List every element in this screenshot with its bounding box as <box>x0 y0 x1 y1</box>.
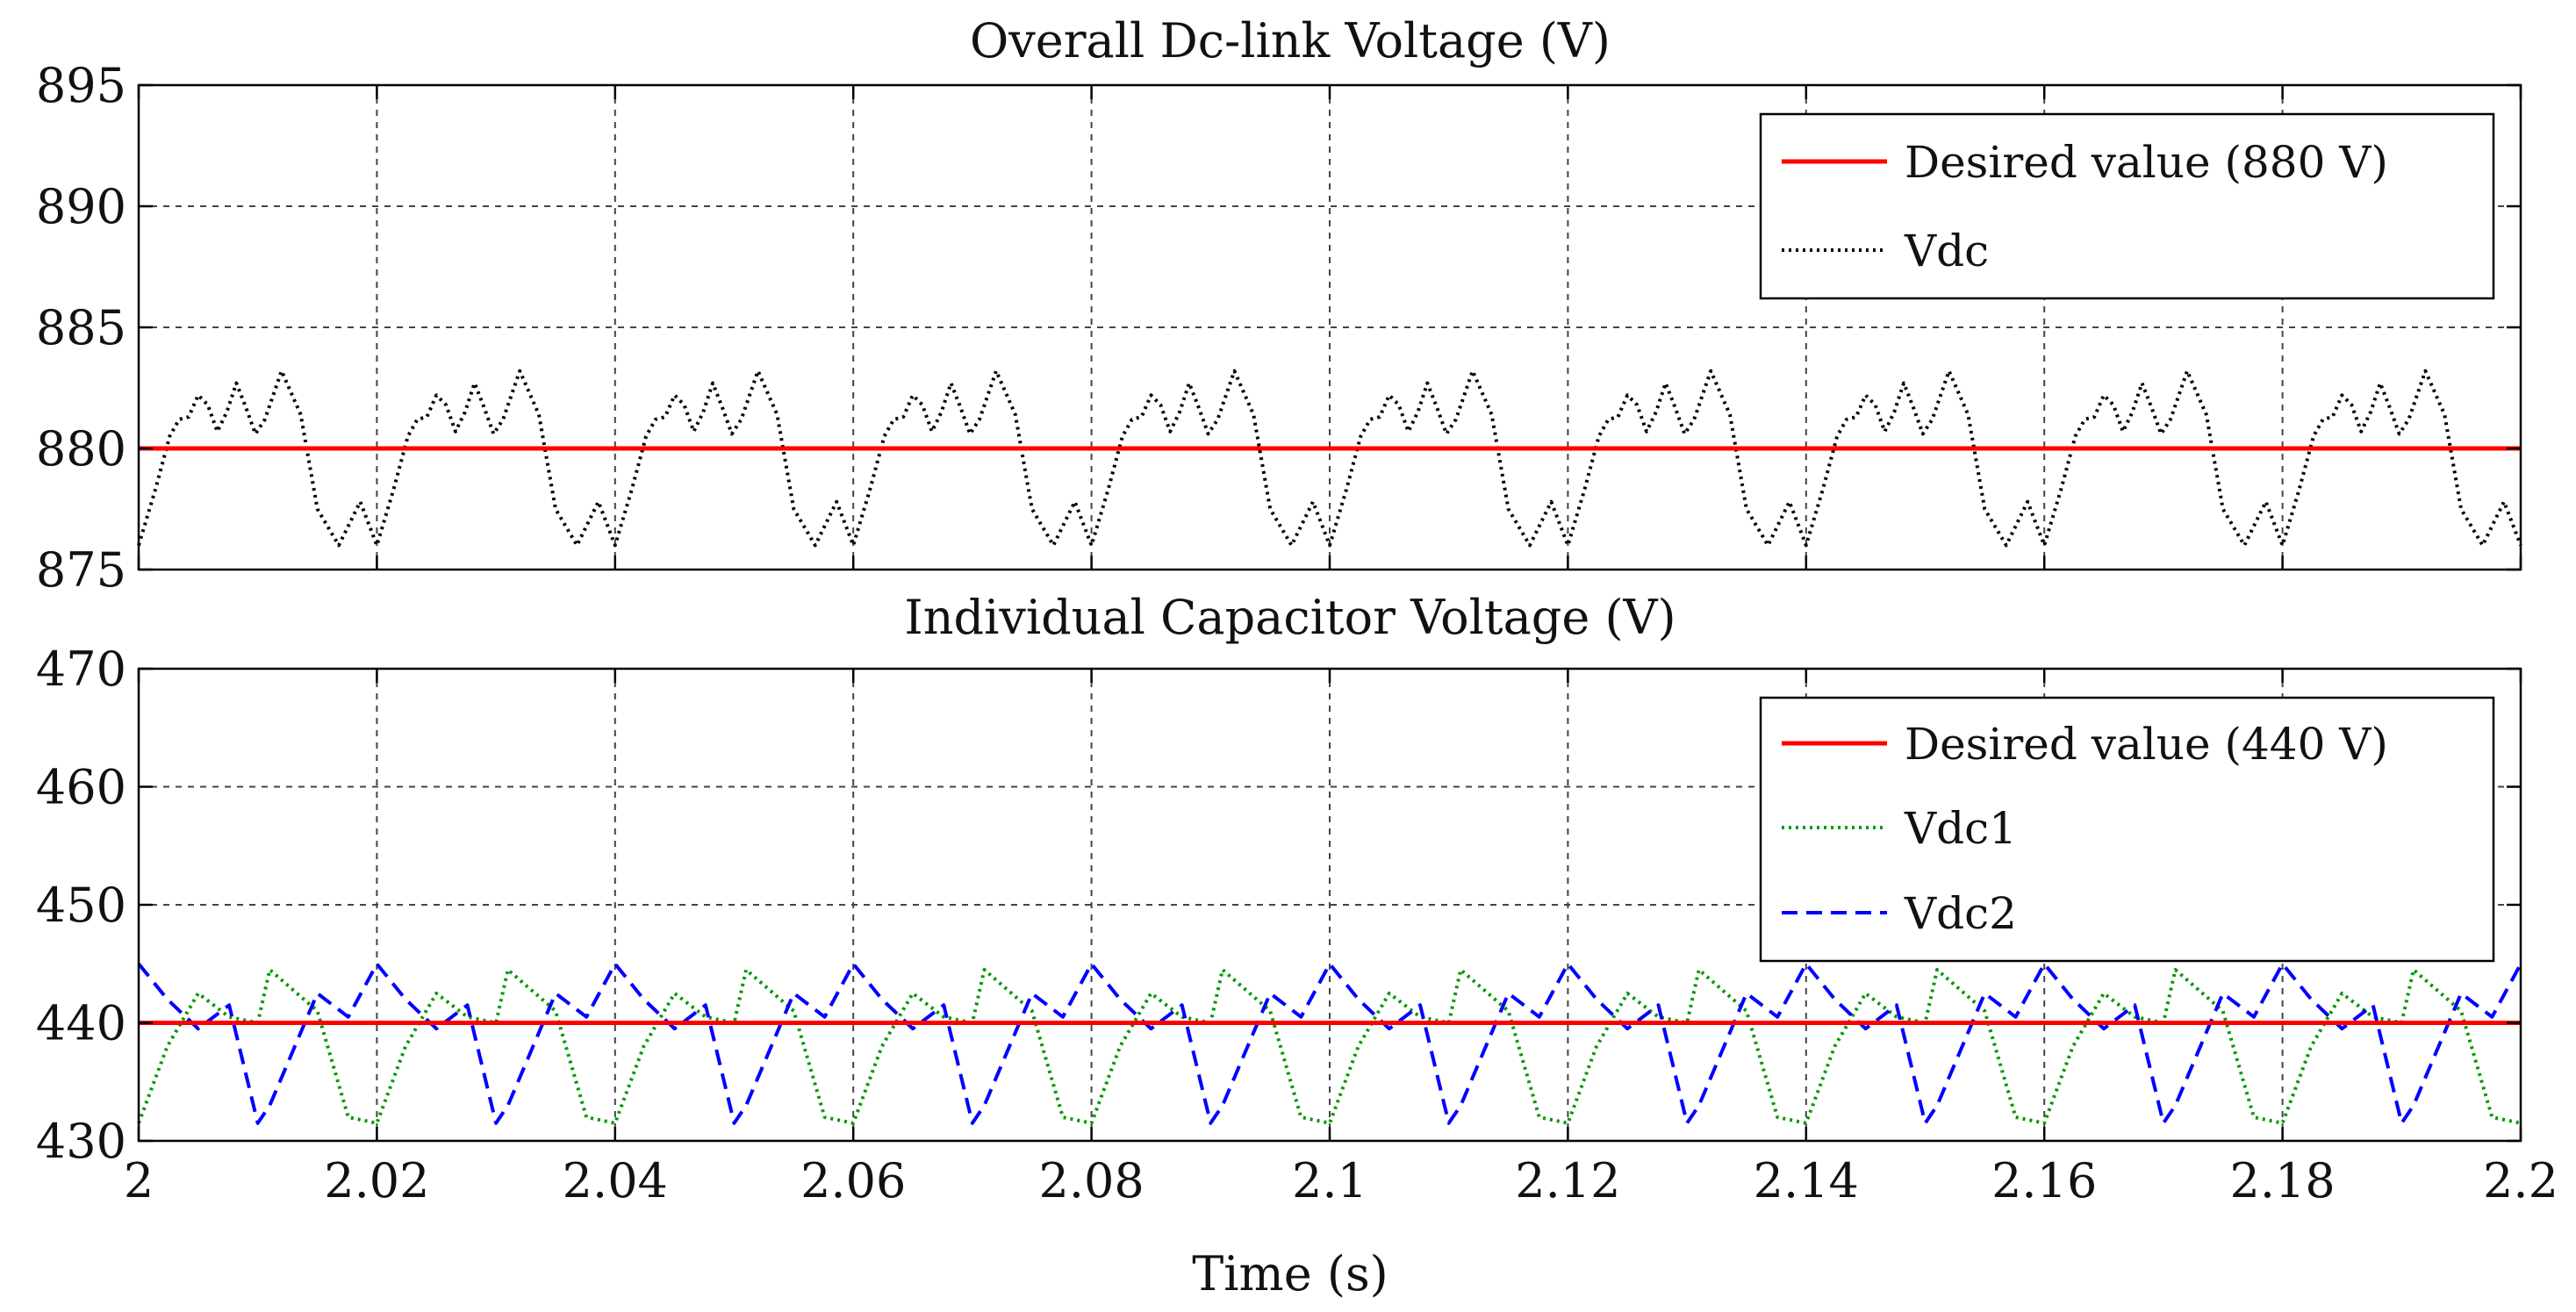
ticks: 2 2.02 2.04 2.06 2.08 2.1 2.12 2.14 2.16 2.18 2.2 4… <box>36 642 2558 1208</box>
x-tick-label: 2.16 <box>1991 1153 2097 1208</box>
chart-title: Individual Capacitor Voltage (V) <box>904 590 1675 645</box>
chart-title: Overall Dc-link Voltage (V) <box>970 13 1611 68</box>
y-tick-label: 890 <box>36 179 126 234</box>
x-tick-label: 2.04 <box>563 1153 668 1208</box>
x-tick-label: 2.1 <box>1292 1153 1367 1208</box>
x-axis-label: Time (s) <box>1192 1246 1388 1301</box>
series-line-vdc2 <box>137 962 2522 1125</box>
x-tick-label: 2.06 <box>800 1153 906 1208</box>
chart-dc-link-voltage: Overall Dc-link Voltage (V) 875 880 885 890… <box>36 13 2522 598</box>
y-tick-label: 880 <box>36 421 126 477</box>
x-tick-label: 2.02 <box>324 1153 429 1208</box>
legend: Desired value (440 V) Vdc1 Vdc2 <box>1759 696 2495 963</box>
ticks: 875 880 885 890 895 <box>36 58 2522 598</box>
y-tick-label: 440 <box>36 996 126 1051</box>
x-tick-label: 2.2 <box>2483 1153 2558 1208</box>
legend: Desired value (880 V) Vdc <box>1759 112 2495 300</box>
legend-label-vdc1: Vdc1 <box>1904 803 2017 854</box>
series-line-vdc1 <box>137 968 2522 1125</box>
y-tick-label: 470 <box>36 642 126 697</box>
chart-capacitor-voltage: Individual Capacitor Voltage (V) 2 2.02 2.… <box>36 590 2558 1301</box>
y-tick-label: 875 <box>36 542 126 598</box>
series-line-vdc <box>137 369 2522 548</box>
y-tick-label: 430 <box>36 1114 126 1169</box>
y-tick-label: 460 <box>36 760 126 815</box>
x-tick-label: 2 <box>124 1153 154 1208</box>
y-tick-label: 885 <box>36 300 126 355</box>
x-tick-label: 2.08 <box>1038 1153 1144 1208</box>
legend-label-vdc2: Vdc2 <box>1904 888 2017 939</box>
x-tick-label: 2.14 <box>1754 1153 1859 1208</box>
legend-label-desired: Desired value (440 V) <box>1905 719 2388 770</box>
series-group <box>137 369 2522 548</box>
series-group <box>137 962 2522 1125</box>
y-tick-label: 450 <box>36 878 126 933</box>
y-tick-label: 895 <box>36 58 126 113</box>
legend-label-desired: Desired value (880 V) <box>1905 137 2388 188</box>
legend-label-vdc: Vdc <box>1904 226 1989 276</box>
x-tick-label: 2.12 <box>1515 1153 1620 1208</box>
legend-box <box>1759 112 2495 300</box>
x-tick-label: 2.18 <box>2229 1153 2335 1208</box>
